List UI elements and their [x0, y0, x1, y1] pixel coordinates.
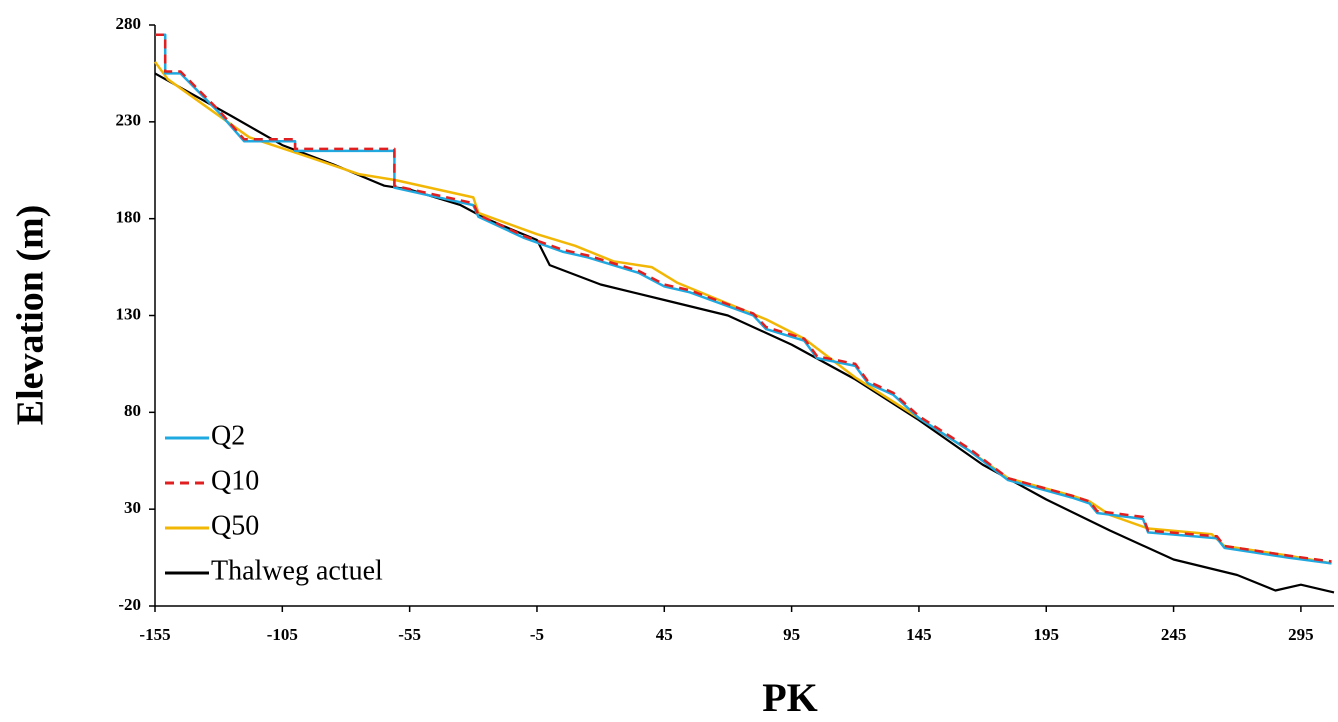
legend-label: Q2 [211, 420, 245, 451]
line-series [155, 33, 1332, 565]
line-series [153, 61, 1332, 565]
y-tick-label: 130 [116, 304, 142, 323]
x-tick-label: -55 [398, 625, 421, 644]
y-tick-label: 180 [116, 208, 142, 227]
line-series [155, 33, 1332, 563]
y-tick-label: 230 [116, 111, 142, 130]
y-axis-label: Elevation (m) [10, 205, 52, 426]
y-tick-label: 80 [124, 401, 141, 420]
x-tick-label: 195 [1034, 625, 1060, 644]
y-tick-label: 280 [116, 14, 142, 33]
x-tick-label: -5 [530, 625, 544, 644]
legend-label: Q50 [211, 510, 259, 541]
x-tick-label: 295 [1288, 625, 1314, 644]
x-tick-label: -155 [139, 625, 170, 644]
y-tick-label: -20 [118, 595, 141, 614]
x-tick-label: 145 [906, 625, 932, 644]
legend-label: Q10 [211, 465, 259, 496]
legend-label: Thalweg actuel [211, 555, 383, 586]
x-axis-label: PK [762, 675, 818, 720]
x-tick-label: 95 [783, 625, 800, 644]
x-tick-label: 45 [656, 625, 673, 644]
x-tick-label: 245 [1161, 625, 1187, 644]
x-tick-label: -105 [267, 625, 298, 644]
y-tick-label: 30 [124, 498, 141, 517]
